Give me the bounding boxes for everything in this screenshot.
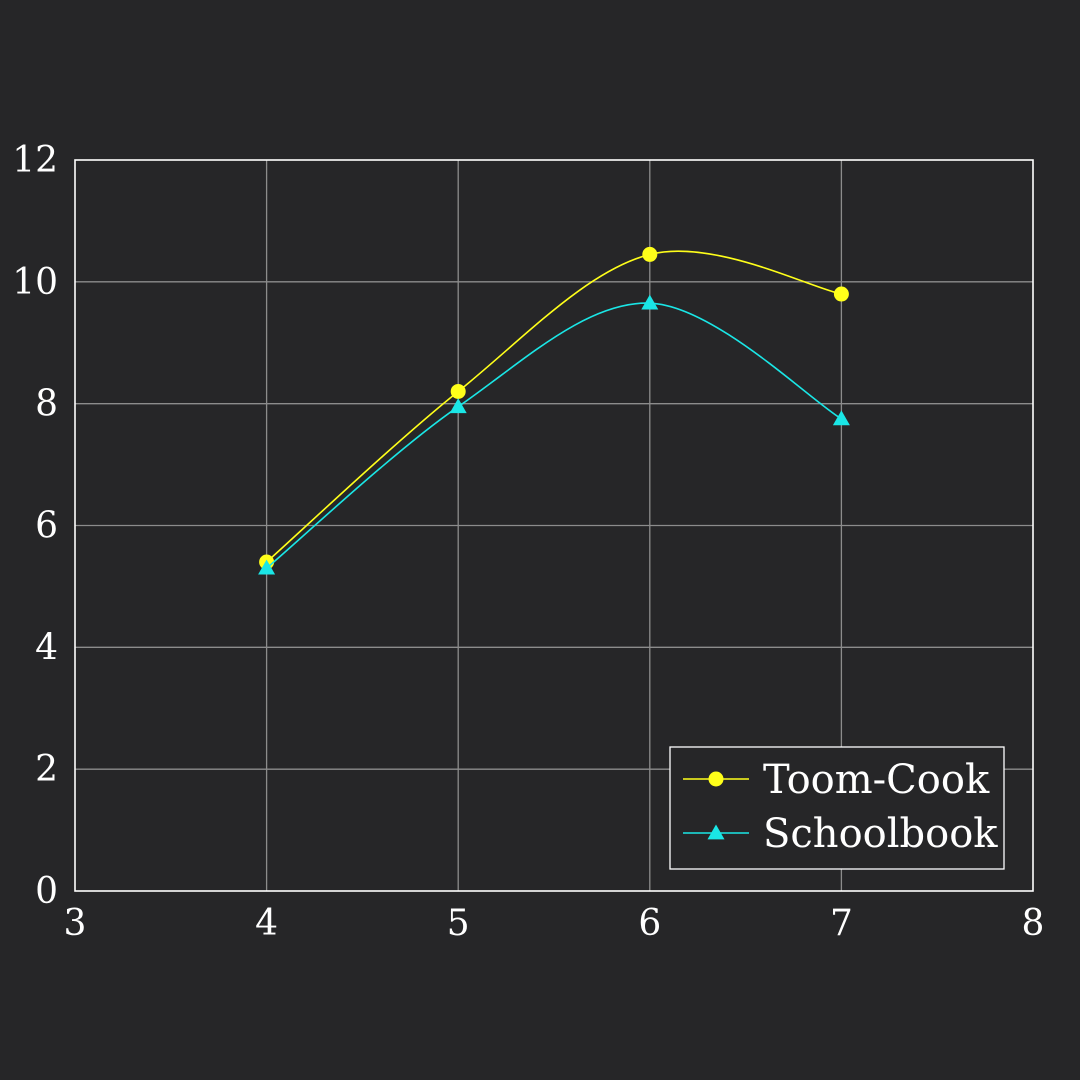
data-point — [832, 410, 850, 426]
legend-label: Schoolbook — [763, 811, 998, 857]
series-line — [266, 250, 842, 563]
x-tick-label: 6 — [638, 903, 661, 944]
data-point — [449, 398, 467, 414]
series-layer — [258, 246, 850, 575]
y-tick-label: 12 — [12, 140, 58, 181]
series-1 — [258, 294, 850, 575]
legend: Toom-Cook Schoolbook — [669, 746, 1005, 870]
plot-frame — [74, 159, 1034, 892]
legend-label: Toom-Cook — [763, 757, 990, 803]
data-point — [641, 294, 659, 310]
legend-box — [669, 746, 1005, 870]
data-point — [642, 246, 658, 262]
y-tick-label: 10 — [12, 262, 58, 303]
legend-marker — [708, 771, 724, 787]
legend-item: Schoolbook — [683, 811, 998, 857]
y-tick-label: 6 — [35, 506, 58, 547]
x-tick-label: 8 — [1022, 903, 1045, 944]
y-tick-label: 4 — [35, 627, 58, 668]
data-point — [450, 383, 466, 399]
y-tick-label: 8 — [35, 384, 58, 425]
y-tick-label: 0 — [35, 871, 58, 912]
x-tick-label: 5 — [447, 903, 470, 944]
legend-item: Toom-Cook — [683, 757, 990, 803]
grid — [75, 160, 1033, 891]
series-line — [266, 302, 842, 569]
series-0 — [259, 246, 849, 570]
y-tick-label: 2 — [35, 749, 58, 790]
x-tick-label: 4 — [255, 903, 278, 944]
legend-marker — [707, 824, 725, 840]
data-point — [833, 286, 849, 302]
data-point — [258, 559, 276, 575]
tick-labels: 3 4 5 6 7 8 0 2 4 6 8 10 12 — [12, 140, 1044, 944]
x-tick-label: 3 — [64, 903, 87, 944]
x-tick-label: 7 — [830, 903, 853, 944]
